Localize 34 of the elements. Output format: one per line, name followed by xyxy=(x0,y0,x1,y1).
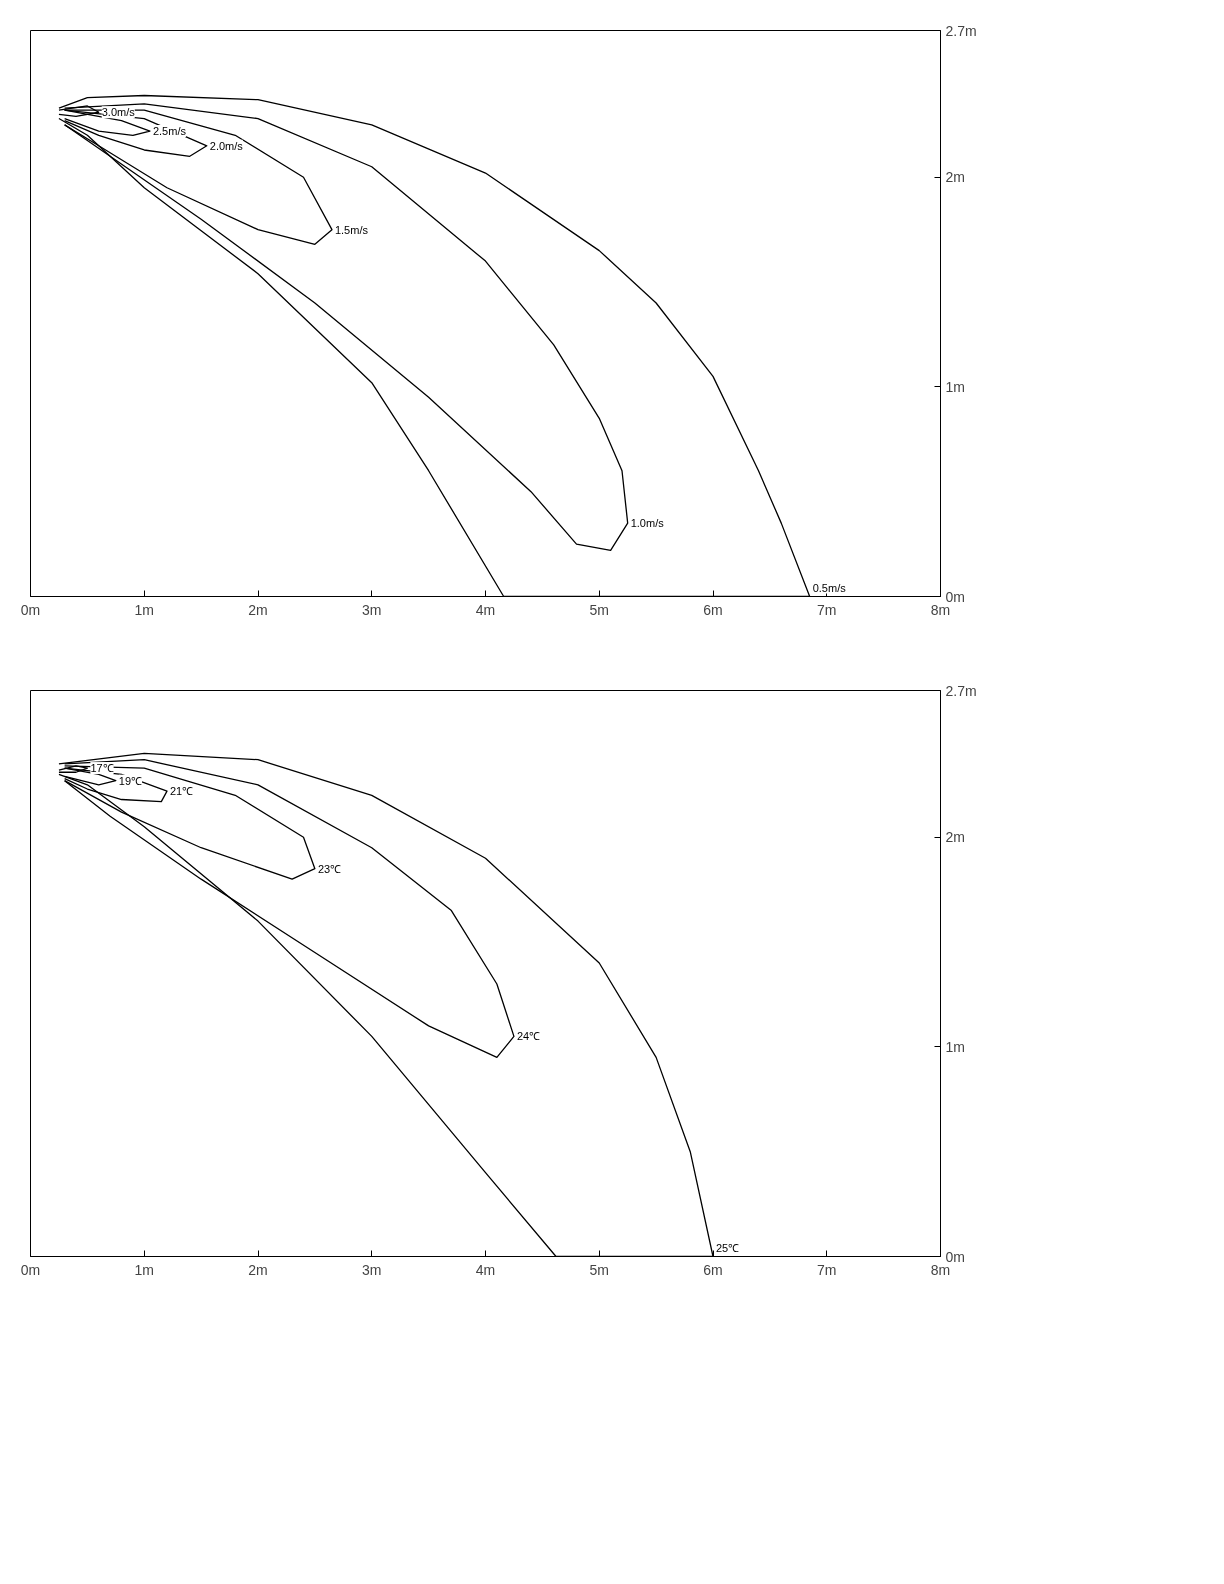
series-label: 1.0m/s xyxy=(630,517,665,530)
series-label: 3.0m/s xyxy=(101,106,136,119)
x-tick-label: 0m xyxy=(20,1261,41,1278)
x-tick-label: 2m xyxy=(248,1261,268,1278)
series-label: 0.5m/s xyxy=(812,581,847,594)
x-tick-label: 6m xyxy=(703,601,723,618)
y-tick-label: 1m xyxy=(945,378,965,395)
x-tick-label: 7m xyxy=(817,1261,837,1278)
series-label: 25℃ xyxy=(716,1241,740,1254)
series-label: 19℃ xyxy=(118,774,143,787)
x-tick-label: 5m xyxy=(589,601,609,618)
x-tick-label: 3m xyxy=(362,601,382,618)
x-tick-label: 6m xyxy=(703,1261,723,1278)
series-label: 23℃ xyxy=(317,862,342,875)
series-label: 24℃ xyxy=(516,1030,541,1043)
y-tick-label: 2.7m xyxy=(945,682,977,699)
x-tick-label: 1m xyxy=(134,1261,154,1278)
x-tick-label: 2m xyxy=(248,601,268,618)
x-tick-label: 0m xyxy=(20,601,41,618)
y-tick-label: 2m xyxy=(945,169,965,186)
x-tick-label: 7m xyxy=(817,601,837,618)
y-tick-label: 2m xyxy=(945,829,965,846)
series-label: 1.5m/s xyxy=(334,223,369,236)
x-tick-label: 5m xyxy=(589,1261,609,1278)
x-tick-label: 4m xyxy=(475,1261,496,1278)
series-label: 2.0m/s xyxy=(209,139,244,152)
series-label: 17℃ xyxy=(90,762,114,775)
y-tick-label: 2.7m xyxy=(945,22,977,39)
y-tick-label: 1m xyxy=(945,1038,965,1055)
x-tick-label: 4m xyxy=(475,601,496,618)
series-label: 21℃ xyxy=(170,785,194,798)
x-tick-label: 1m xyxy=(134,601,154,618)
x-tick-label: 3m xyxy=(362,1261,382,1278)
series-label: 2.5m/s xyxy=(152,125,187,138)
